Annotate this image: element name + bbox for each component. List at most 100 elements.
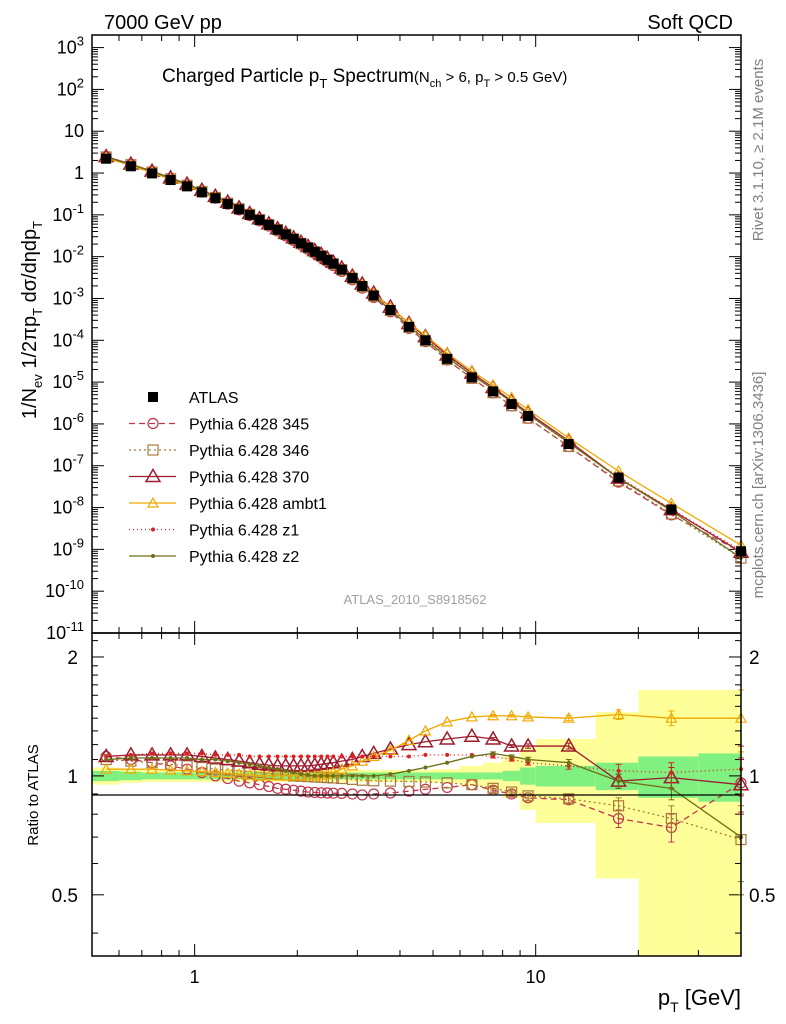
- main-point-atlas: [563, 439, 574, 450]
- ratio-point-ambt1: [465, 710, 478, 722]
- ratio-point-z1: [312, 754, 317, 759]
- ratio-point-z2: [469, 754, 474, 759]
- ratio-point-p370: [417, 733, 434, 748]
- band-outer-bin: [698, 689, 741, 956]
- ratio-point-z2: [291, 770, 296, 775]
- ratio-point-z1: [319, 754, 324, 759]
- y-tick-label: 10-6: [52, 410, 84, 434]
- ratio-point-p370: [484, 730, 502, 745]
- main-point-atlas: [347, 272, 358, 283]
- main-point-atlas: [336, 264, 347, 275]
- main-point-atlas: [328, 258, 339, 269]
- ratio-point-ambt1: [146, 762, 159, 774]
- main-point-atlas: [295, 238, 306, 249]
- ratio-point-z2: [312, 773, 317, 778]
- ratio-point-z1: [291, 754, 296, 759]
- main-point-atlas: [316, 250, 327, 261]
- ratio-point-z1: [350, 754, 355, 759]
- ratio-point-p345: [315, 787, 327, 799]
- band-inner-bin: [502, 770, 521, 782]
- ratio-point-z1: [168, 751, 173, 756]
- ratio-point-z2: [257, 763, 262, 768]
- ratio-point-z2: [306, 773, 311, 778]
- ratio-point-p370: [219, 751, 237, 766]
- ratio-point-z1: [306, 754, 311, 759]
- legend-label-z1: Pythia 6.428 z1: [189, 523, 299, 540]
- ratio-point-p346: [563, 793, 575, 805]
- ratio-point-ambt1: [419, 724, 432, 736]
- ratio-point-z2: [445, 760, 450, 765]
- ratio-point-ambt1: [335, 762, 348, 774]
- band-inner-bin: [119, 771, 142, 781]
- ratio-point-z2: [168, 755, 173, 760]
- ratio-point-z1: [331, 754, 336, 759]
- analysis-id: ATLAS_2010_S8918562: [344, 592, 487, 607]
- ratio-point-z1: [128, 752, 133, 757]
- main-point-atlas: [210, 193, 221, 204]
- band-inner-bin: [698, 753, 741, 802]
- ratio-point-ambt1: [124, 762, 137, 774]
- ratio-point-ambt1: [271, 769, 284, 781]
- ratio-point-p345: [271, 782, 284, 794]
- legend-label-atlas: ATLAS: [189, 390, 239, 407]
- main-point-atlas: [101, 153, 112, 164]
- legend-marker-ambt1: [146, 496, 160, 508]
- ratio-point-p345: [280, 783, 292, 795]
- ratio-point-ambt1: [315, 768, 328, 780]
- ratio-point-z2: [298, 772, 303, 777]
- x-tick-label: 10: [526, 967, 546, 987]
- ratio-point-z1: [185, 751, 190, 756]
- ratio-point-p370: [230, 752, 248, 767]
- main-point-atlas: [196, 187, 207, 198]
- legend-label-p346: Pythia 6.428 346: [189, 443, 309, 460]
- ratio-point-z2: [319, 773, 324, 778]
- main-point-atlas: [280, 229, 291, 240]
- main-point-atlas: [488, 386, 499, 397]
- ratio-point-ambt1: [346, 759, 359, 771]
- ratio-point-p370: [438, 730, 456, 745]
- main-point-atlas: [125, 161, 136, 172]
- main-point-atlas: [420, 335, 431, 346]
- ratio-point-z2: [526, 757, 531, 762]
- band-inner-bin: [417, 772, 434, 780]
- band-inner-bin: [460, 772, 483, 780]
- ratio-point-z1: [150, 751, 155, 756]
- x-axis-label: pT [GeV]: [658, 985, 741, 1015]
- ratio-point-z2: [423, 765, 428, 770]
- ratio-point-p345: [336, 787, 348, 799]
- ratio-point-p346: [466, 779, 478, 791]
- ratio-point-z2: [275, 767, 280, 772]
- ratio-point-p346: [487, 782, 499, 794]
- ratio-point-p370: [241, 754, 258, 769]
- ratio-point-p370: [251, 755, 268, 771]
- y-tick-label: 10-9: [52, 535, 84, 559]
- y-tick-label: 1: [74, 163, 84, 183]
- legend-marker-atlas: [148, 392, 158, 402]
- ratio-point-p346: [665, 812, 677, 825]
- main-point-atlas: [288, 233, 299, 244]
- ratio-point-p370: [503, 737, 520, 752]
- ratio-point-p370: [344, 751, 361, 766]
- ratio-point-z2: [406, 768, 411, 773]
- ratio-point-ambt1: [209, 766, 222, 778]
- ratio-tick-label-right: 2: [749, 648, 760, 669]
- y-tick-label: 10-10: [45, 577, 84, 601]
- ratio-point-z1: [388, 754, 393, 759]
- ratio-point-ambt1: [100, 762, 113, 774]
- ratio-point-z2: [509, 754, 514, 759]
- ratio-point-ambt1: [233, 767, 246, 779]
- ratio-point-p370: [333, 752, 351, 767]
- main-point-atlas: [165, 175, 176, 186]
- ratio-point-z1: [445, 752, 450, 757]
- ratio-point-z1: [225, 752, 230, 757]
- main-point-atlas: [254, 214, 265, 225]
- main-point-atlas: [506, 398, 517, 409]
- ratio-point-p370: [463, 727, 481, 742]
- ratio-point-p345: [302, 786, 314, 798]
- ratio-point-z1: [491, 754, 496, 759]
- main-point-atlas: [442, 353, 453, 364]
- ratio-point-ambt1: [562, 711, 575, 723]
- ratio-point-z2: [491, 751, 496, 756]
- band-inner-bin: [179, 772, 195, 780]
- ratio-point-z1: [104, 754, 109, 759]
